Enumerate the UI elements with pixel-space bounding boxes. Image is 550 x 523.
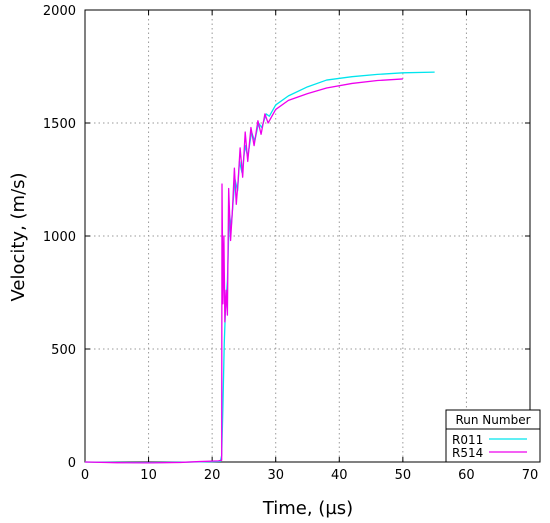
axis-ticks: 0 10 20 30 40 50 60 70 0 500 1000 1500 2000 bbox=[43, 4, 538, 483]
legend: Run Number R011 R514 bbox=[445, 409, 541, 463]
grid-lines bbox=[85, 10, 530, 462]
legend-label-r514: R514 bbox=[452, 446, 483, 460]
series-line-r514 bbox=[84, 78, 403, 464]
y-tick-label-1500: 1500 bbox=[43, 117, 76, 132]
x-tick-label-10: 10 bbox=[140, 468, 157, 483]
y-tick-label-0: 0 bbox=[68, 456, 76, 471]
y-tick-label-1000: 1000 bbox=[43, 230, 76, 245]
x-tick-label-70: 70 bbox=[522, 468, 539, 483]
legend-title: Run Number bbox=[455, 413, 530, 427]
x-tick-label-50: 50 bbox=[395, 468, 412, 483]
legend-box bbox=[445, 409, 541, 463]
x-tick-label-30: 30 bbox=[267, 468, 284, 483]
x-tick-label-20: 20 bbox=[204, 468, 221, 483]
x-axis-title: Time, (µs) bbox=[262, 498, 353, 519]
series-lines bbox=[84, 71, 435, 464]
x-tick-label-60: 60 bbox=[458, 468, 475, 483]
x-tick-label-0: 0 bbox=[81, 468, 89, 483]
x-tick-label-40: 40 bbox=[331, 468, 348, 483]
y-tick-label-2000: 2000 bbox=[43, 4, 76, 19]
y-axis-title: Velocity, (m/s) bbox=[8, 172, 29, 301]
legend-label-r011: R011 bbox=[452, 433, 483, 447]
y-tick-label-500: 500 bbox=[51, 343, 76, 358]
